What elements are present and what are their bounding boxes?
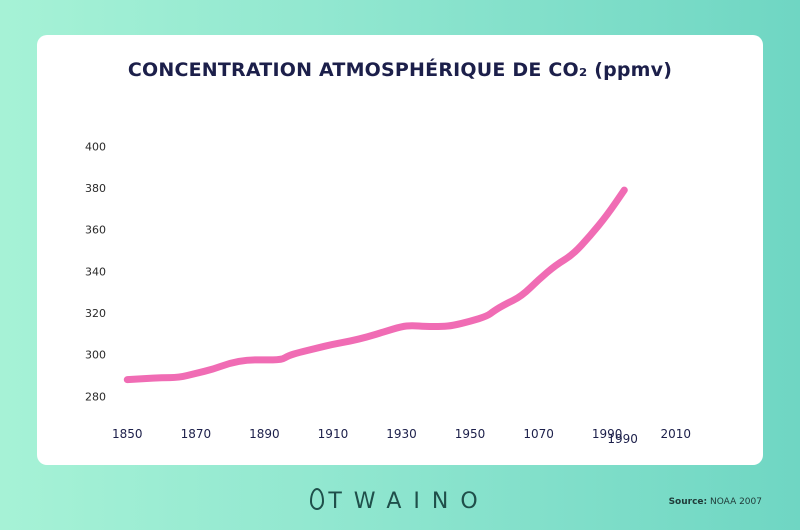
x-axis: 1850 1870 1890 1910 1930 1950 1070 1990 2010 1990 <box>112 427 691 446</box>
y-tick-label: 320 <box>85 307 106 320</box>
x-tick-label: 1850 <box>112 427 143 441</box>
logo-text: TWAINO <box>328 489 490 514</box>
y-tick-label: 340 <box>85 265 106 278</box>
x-tick-label: 1870 <box>181 427 212 441</box>
leaf-icon <box>310 488 325 510</box>
y-tick-label: 400 <box>85 140 106 153</box>
y-tick-label: 380 <box>85 182 106 195</box>
x-tick-label: 2010 <box>660 427 691 441</box>
x-tick-label: 1890 <box>249 427 280 441</box>
chart-plot: 280 300 320 340 360 380 400 1850 1870 1890 1910 19… <box>85 140 691 446</box>
source-note: Source: NOAA 2007 <box>669 497 762 507</box>
x-tick-label: 1990 <box>592 427 623 441</box>
x-tick-label: 1070 <box>523 427 554 441</box>
x-tick-label: 1950 <box>455 427 486 441</box>
source-label: Source: <box>668 497 708 507</box>
source-value: NOAA 2007 <box>710 497 762 507</box>
x-tick-label: 1910 <box>318 427 349 441</box>
x-tick-label: 1930 <box>386 427 417 441</box>
twaino-logo: TWAINO <box>0 488 800 514</box>
y-tick-label: 360 <box>85 224 106 237</box>
y-tick-label: 300 <box>85 349 106 362</box>
y-axis: 280 300 320 340 360 380 400 <box>85 140 106 403</box>
x-tick-label-overlap: 1990 <box>607 432 638 446</box>
chart-title: CONCENTRATION ATMOSPHÉRIQUE DE CO₂ (ppmv… <box>127 59 673 81</box>
chart-card: CONCENTRATION ATMOSPHÉRIQUE DE CO₂ (ppmv… <box>37 35 763 465</box>
y-tick-label: 280 <box>85 390 106 403</box>
co2-series-line <box>123 186 628 384</box>
